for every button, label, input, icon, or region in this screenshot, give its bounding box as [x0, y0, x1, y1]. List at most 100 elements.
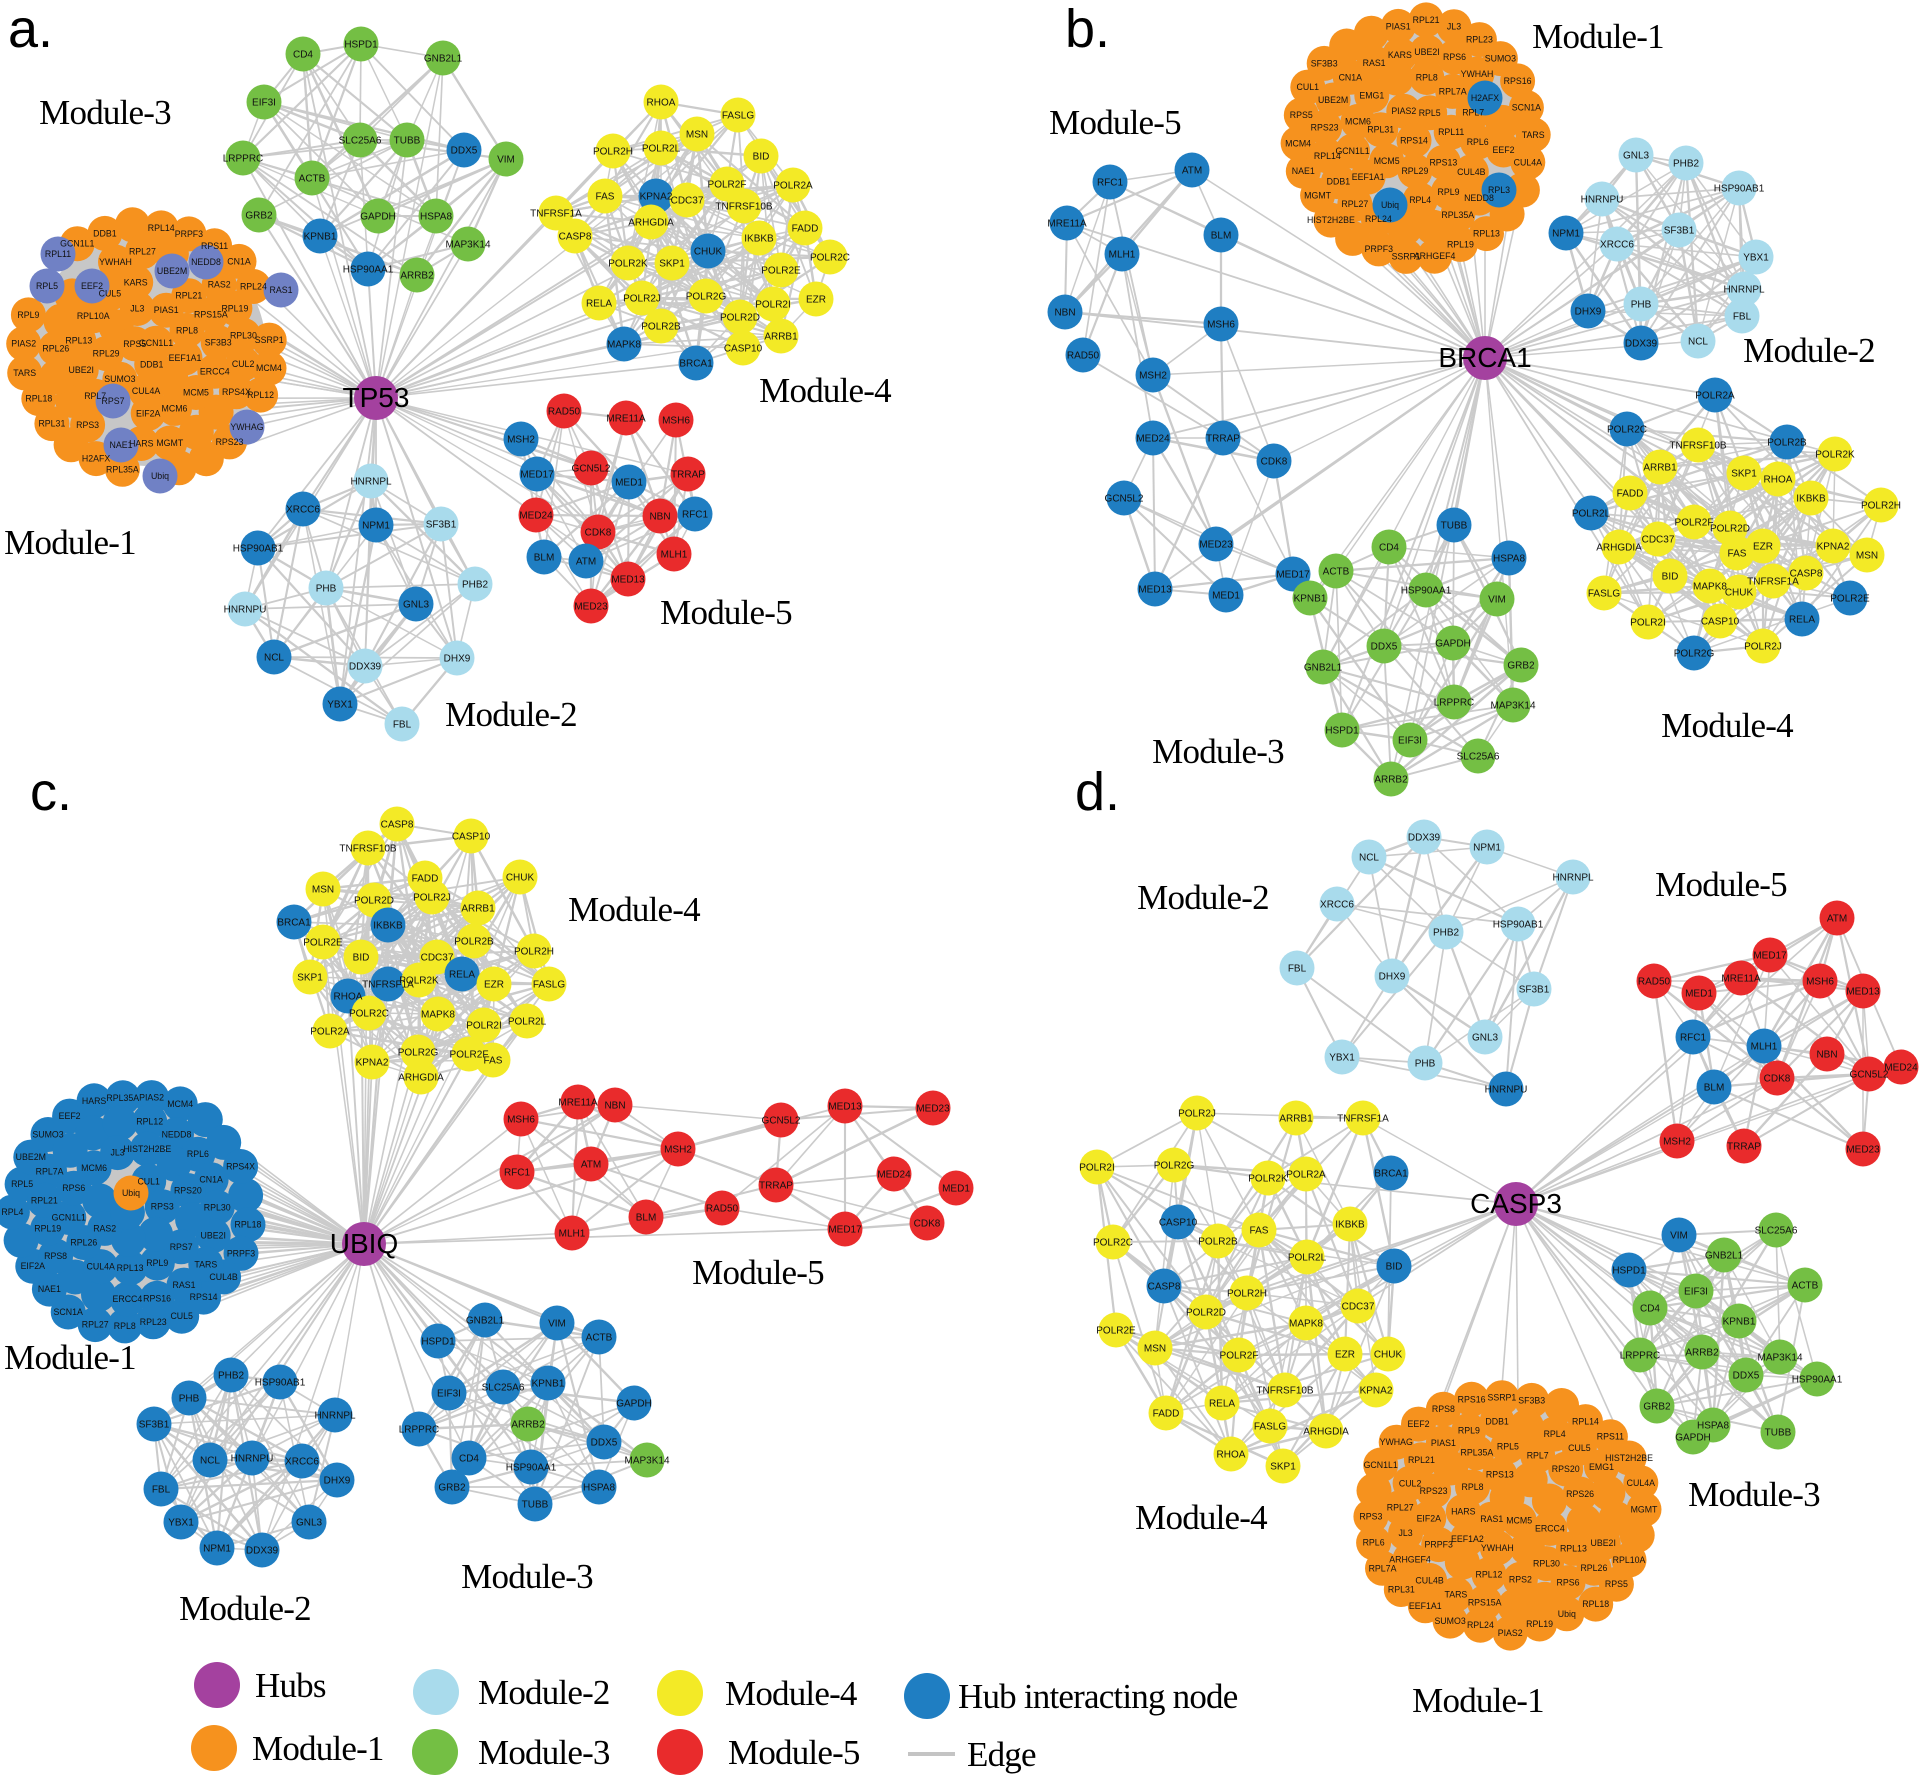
svg-text:HSPD1: HSPD1 — [1612, 1265, 1646, 1276]
svg-text:CUL5: CUL5 — [1568, 1443, 1591, 1453]
svg-text:UBE2I: UBE2I — [200, 1230, 225, 1240]
svg-text:KPNA2: KPNA2 — [640, 191, 673, 202]
svg-text:RPL23: RPL23 — [1466, 35, 1493, 45]
svg-text:RPL21: RPL21 — [31, 1195, 58, 1205]
svg-text:RPL8: RPL8 — [114, 1321, 136, 1331]
svg-text:Module-2: Module-2 — [1743, 331, 1875, 370]
svg-text:PIAS2: PIAS2 — [11, 339, 36, 349]
svg-text:MCM5: MCM5 — [183, 388, 209, 398]
svg-text:FASLG: FASLG — [722, 110, 754, 121]
svg-text:TRRAP: TRRAP — [671, 469, 705, 480]
svg-text:MAP3K14: MAP3K14 — [1490, 700, 1535, 711]
svg-text:CDK8: CDK8 — [914, 1218, 941, 1229]
svg-text:POLR2G: POLR2G — [686, 291, 727, 302]
svg-text:MLH1: MLH1 — [661, 549, 688, 560]
svg-text:HIST2H2BE: HIST2H2BE — [123, 1144, 171, 1154]
svg-text:RPL12: RPL12 — [136, 1116, 163, 1126]
svg-text:H2AFX: H2AFX — [82, 454, 110, 464]
svg-text:ACTB: ACTB — [1323, 566, 1350, 577]
svg-text:RAD50: RAD50 — [548, 406, 581, 417]
svg-text:RPL7A: RPL7A — [1439, 86, 1467, 96]
svg-text:POLR2A: POLR2A — [310, 1026, 350, 1037]
svg-text:MED24: MED24 — [1136, 433, 1170, 444]
svg-text:GAPDH: GAPDH — [1435, 638, 1471, 649]
svg-text:Module-4: Module-4 — [759, 371, 891, 410]
svg-text:RPL5: RPL5 — [36, 281, 58, 291]
svg-text:RAS1: RAS1 — [173, 1280, 196, 1290]
svg-text:GNB2L1: GNB2L1 — [466, 1315, 505, 1326]
svg-text:SKP1: SKP1 — [659, 258, 685, 269]
svg-text:ATM: ATM — [581, 1159, 601, 1170]
svg-text:ACTB: ACTB — [1792, 1280, 1819, 1291]
svg-text:RPL30: RPL30 — [1533, 1559, 1560, 1569]
svg-text:EEF1A1: EEF1A1 — [1409, 1601, 1442, 1611]
svg-text:MCM4: MCM4 — [256, 363, 282, 373]
svg-text:MCM4: MCM4 — [167, 1099, 193, 1109]
svg-text:Module-2: Module-2 — [445, 695, 577, 734]
svg-text:CUL4A: CUL4A — [1514, 157, 1542, 167]
svg-text:RPS3: RPS3 — [1359, 1512, 1382, 1522]
svg-text:HARS: HARS — [82, 1096, 107, 1106]
svg-text:MSH2: MSH2 — [664, 1144, 692, 1155]
svg-text:LRPPRC: LRPPRC — [1434, 697, 1475, 708]
svg-text:ACTB: ACTB — [299, 173, 326, 184]
svg-text:Module-3: Module-3 — [1152, 732, 1284, 771]
svg-text:MED13: MED13 — [1846, 986, 1880, 997]
svg-text:HSPD1: HSPD1 — [1325, 725, 1359, 736]
svg-text:RPL12: RPL12 — [1476, 1570, 1503, 1580]
svg-text:RAD50: RAD50 — [1067, 350, 1100, 361]
svg-text:NEDD8: NEDD8 — [191, 257, 221, 267]
svg-text:Module-4: Module-4 — [568, 890, 700, 929]
svg-text:POLR2L: POLR2L — [642, 143, 681, 154]
svg-text:GCN5L2: GCN5L2 — [1850, 1069, 1889, 1080]
svg-text:RPL26: RPL26 — [42, 343, 69, 353]
svg-text:TNFRSF1A: TNFRSF1A — [1337, 1113, 1389, 1124]
svg-text:HSPD1: HSPD1 — [421, 1336, 455, 1347]
svg-text:MSH6: MSH6 — [1806, 976, 1834, 987]
svg-text:RPL5: RPL5 — [11, 1179, 33, 1189]
svg-text:Module-5: Module-5 — [1049, 103, 1181, 142]
svg-text:IKBKB: IKBKB — [1796, 493, 1826, 504]
svg-text:GAPDH: GAPDH — [616, 1398, 652, 1409]
svg-text:RPL14: RPL14 — [148, 223, 175, 233]
svg-text:EIF2A: EIF2A — [1417, 1513, 1442, 1523]
svg-text:DHX9: DHX9 — [324, 1475, 351, 1486]
svg-text:CASP10: CASP10 — [1159, 1217, 1198, 1228]
svg-text:EZR: EZR — [1753, 541, 1773, 552]
svg-text:MED17: MED17 — [828, 1224, 862, 1235]
svg-text:RPL7A: RPL7A — [1369, 1563, 1397, 1573]
svg-text:MED23: MED23 — [574, 601, 608, 612]
svg-text:MED1: MED1 — [615, 477, 643, 488]
svg-text:HSP90AB1: HSP90AB1 — [233, 543, 284, 554]
svg-text:KPNA2: KPNA2 — [356, 1057, 389, 1068]
svg-text:CDC37: CDC37 — [1342, 1301, 1375, 1312]
svg-text:RPL8: RPL8 — [1416, 73, 1438, 83]
svg-text:GRB2: GRB2 — [245, 210, 273, 221]
svg-text:NAE1: NAE1 — [110, 440, 133, 450]
svg-text:CASP10: CASP10 — [452, 831, 491, 842]
svg-text:PHB2: PHB2 — [218, 1370, 245, 1381]
svg-text:NEDD8: NEDD8 — [162, 1130, 192, 1140]
svg-text:RPL27: RPL27 — [1387, 1503, 1414, 1513]
svg-text:CASP8: CASP8 — [1148, 1281, 1181, 1292]
svg-text:EZR: EZR — [1335, 1349, 1355, 1360]
svg-text:RPL13: RPL13 — [1473, 229, 1500, 239]
svg-text:RAD50: RAD50 — [706, 1203, 739, 1214]
svg-text:CD4: CD4 — [1640, 1303, 1660, 1314]
svg-text:ARHGDIA: ARHGDIA — [1303, 1426, 1349, 1437]
svg-text:RPL14: RPL14 — [1314, 151, 1341, 161]
svg-text:MRE11A: MRE11A — [606, 413, 646, 424]
svg-text:RHOA: RHOA — [334, 991, 363, 1002]
svg-text:RPL19: RPL19 — [1447, 239, 1474, 249]
svg-text:EEF1A1: EEF1A1 — [1352, 172, 1385, 182]
svg-text:YWHAG: YWHAG — [1380, 1437, 1413, 1447]
svg-text:SF3B1: SF3B1 — [1664, 225, 1695, 236]
svg-text:RPS16: RPS16 — [1458, 1394, 1486, 1404]
svg-text:VIM: VIM — [1488, 594, 1506, 605]
svg-text:KARS: KARS — [1388, 50, 1412, 60]
svg-text:RPS20: RPS20 — [174, 1186, 202, 1196]
svg-text:RPL19: RPL19 — [221, 303, 248, 313]
svg-text:CDC37: CDC37 — [421, 952, 454, 963]
svg-text:GCN5L2: GCN5L2 — [572, 463, 611, 474]
svg-text:ARRB1: ARRB1 — [461, 903, 495, 914]
